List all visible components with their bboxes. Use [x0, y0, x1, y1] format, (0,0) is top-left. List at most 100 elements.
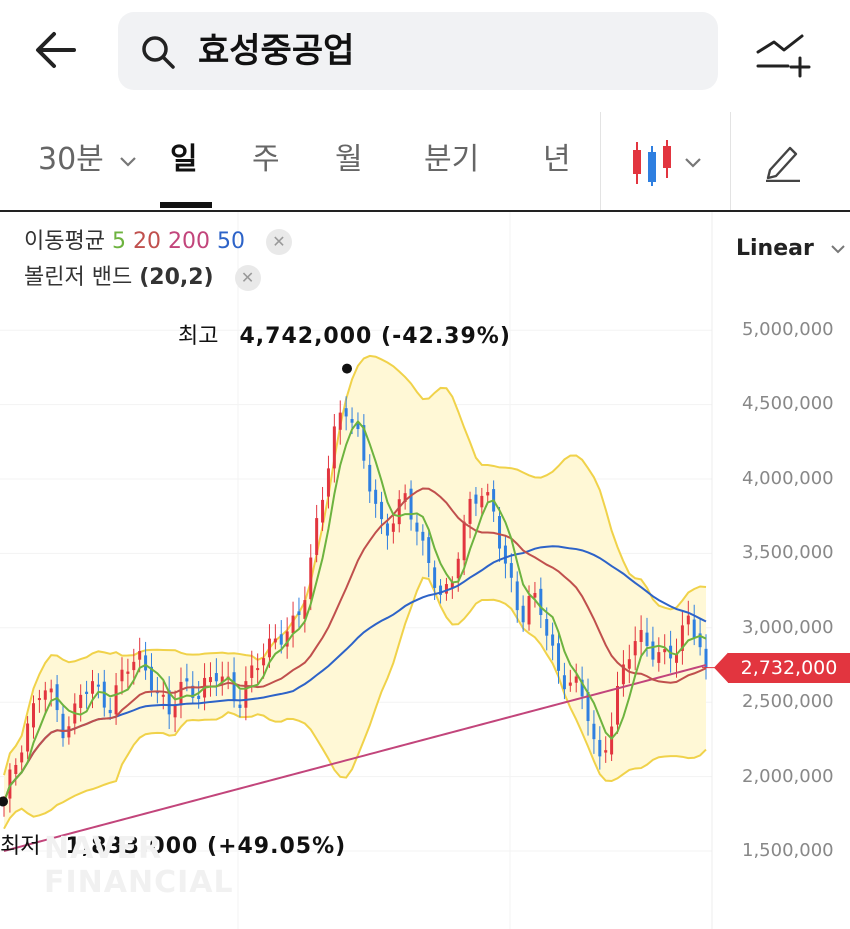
back-arrow-icon[interactable] — [30, 22, 86, 78]
candle-body — [220, 676, 224, 683]
y-tick-label: 3,500,000 — [742, 542, 834, 563]
candle-body — [326, 468, 330, 497]
candle-body — [509, 563, 513, 578]
high-value: 4,742,000 (-42.39%) — [239, 324, 511, 349]
bb-label: 볼린저 밴드 — [24, 265, 133, 290]
candle-body — [315, 518, 319, 555]
candle-body — [521, 605, 525, 623]
candle-body — [627, 659, 631, 669]
candle-body — [138, 651, 142, 660]
top-bar: 효성중공업 — [0, 0, 850, 110]
tab-divider — [730, 112, 731, 210]
candle-body — [256, 668, 260, 671]
price-tag-arrow — [714, 652, 728, 683]
candle-body — [580, 679, 584, 697]
candle-body — [43, 690, 47, 700]
pencil-icon — [766, 146, 800, 183]
candle-body — [303, 600, 307, 619]
ma-20-line — [3, 487, 707, 803]
candle-body — [250, 665, 254, 678]
candle-body — [279, 634, 283, 645]
search-box[interactable]: 효성중공업 — [118, 12, 718, 90]
search-icon — [140, 34, 176, 70]
tab-quarter[interactable]: 분기 — [424, 142, 480, 177]
candle-body — [409, 488, 413, 520]
candle-body — [686, 615, 690, 625]
candle-body — [633, 641, 637, 656]
remove-ma-close-icon[interactable]: ✕ — [265, 229, 292, 255]
chart-canvas[interactable] — [0, 212, 850, 929]
naver-financial-watermark: NAVER FINANCIAL — [44, 831, 234, 900]
tab-week[interactable]: 주 — [252, 142, 280, 177]
candle-body — [415, 522, 419, 532]
candle-body — [208, 677, 212, 683]
y-tick-label: 5,000,000 — [742, 319, 834, 340]
candle-body — [262, 658, 266, 666]
candle-body — [167, 690, 171, 715]
high-annotation: 최고 4,742,000 (-42.39%) — [178, 318, 511, 350]
candle-body — [149, 666, 153, 691]
candle-body — [368, 464, 372, 492]
ma-200-label: 200 — [167, 229, 210, 254]
draw-tool-button[interactable] — [762, 140, 802, 186]
candle-body — [61, 713, 65, 739]
candle-body — [238, 704, 242, 708]
remove-bb-close-icon[interactable]: ✕ — [234, 265, 261, 291]
tab-year[interactable]: 년 — [543, 142, 571, 177]
candle-body — [692, 619, 696, 638]
candle-body — [285, 631, 289, 647]
ma-20-label: 20 — [132, 229, 161, 254]
candle-body — [244, 681, 248, 708]
candle-body — [498, 516, 502, 549]
candle-body — [120, 669, 124, 682]
candle-body — [680, 625, 684, 651]
tab-day[interactable]: 일 — [170, 142, 198, 177]
candle-body — [85, 691, 89, 694]
moving-average-legend: 이동평균 5 20 200 50 ✕ — [24, 228, 292, 256]
bollinger-lower-line — [3, 576, 707, 830]
candlestick-icon — [633, 140, 671, 186]
candle-body — [132, 661, 136, 671]
candle-body — [179, 681, 183, 706]
candle-body — [616, 685, 620, 725]
ma-50-label: 50 — [216, 229, 245, 254]
candle-body — [527, 596, 531, 625]
candle-body — [374, 489, 378, 504]
candle-body — [468, 498, 472, 524]
tab-month[interactable]: 월 — [335, 142, 363, 177]
y-tick-label: 3,000,000 — [742, 617, 834, 638]
candle-body — [657, 652, 661, 663]
candle-body — [37, 698, 41, 701]
candle-body — [114, 685, 118, 715]
candle-body — [474, 494, 478, 504]
period-tab-bar: 30분 일 주 월 분기 년 — [0, 112, 850, 212]
ma-5-line — [3, 419, 707, 803]
bb-params: (20,2) — [139, 265, 214, 290]
candle-body — [675, 653, 679, 663]
candle-body — [545, 619, 549, 636]
chevron-down-icon — [685, 158, 701, 168]
candle-body — [515, 581, 519, 611]
candle-body — [173, 704, 177, 718]
candle-body — [232, 672, 236, 702]
chevron-down-icon — [830, 245, 845, 254]
scale-selector[interactable]: Linear — [736, 236, 846, 261]
candle-body — [267, 638, 271, 658]
tab-30min[interactable]: 30분 — [38, 140, 137, 180]
candle-body — [568, 682, 572, 686]
candle-body — [433, 567, 437, 588]
candle-body — [391, 523, 395, 532]
active-tab-indicator — [160, 202, 212, 208]
chart-type-selector[interactable] — [630, 138, 701, 192]
candle-body — [20, 752, 24, 763]
candle-body — [639, 629, 643, 643]
add-indicator-icon[interactable] — [752, 26, 812, 82]
candle-body — [610, 726, 614, 755]
candle-body — [533, 592, 537, 598]
candle-body — [486, 492, 490, 496]
price-chart[interactable]: 이동평균 5 20 200 50 ✕ 볼린저 밴드 (20,2) ✕ Linea… — [0, 212, 850, 929]
candle-body — [480, 495, 484, 508]
candle-body — [456, 558, 460, 579]
current-price-badge: 2,732,000 — [728, 653, 850, 683]
candle-body — [427, 537, 431, 563]
